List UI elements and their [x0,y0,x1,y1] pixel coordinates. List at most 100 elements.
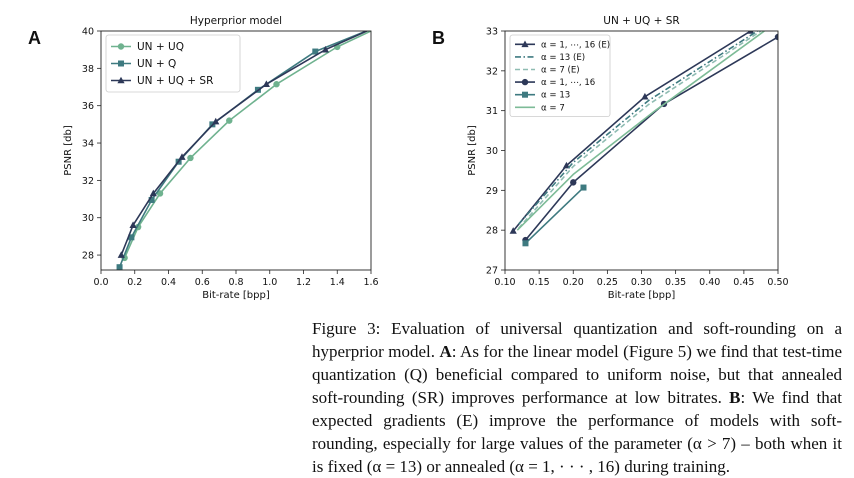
panel-letter: B [432,28,445,48]
x-tick-label: 0.6 [195,277,210,288]
legend-label: α = 13 [541,91,570,101]
series-line [120,31,369,256]
data-point [212,117,220,125]
series-line [518,31,758,225]
plot-frame [100,30,372,271]
data-point [128,234,135,241]
y-tick-label: 29 [486,186,498,197]
figure-caption: Figure 3: Evaluation of universal quanti… [312,317,842,478]
x-tick-label: 0.30 [631,277,652,288]
data-point [641,92,649,100]
legend-label: α = 7 (E) [541,66,580,76]
x-tick-label: 0.20 [563,277,584,288]
series-line [512,31,752,232]
caption-label-b: B [729,388,741,407]
legend-marker [118,60,124,67]
series-line [524,36,778,241]
y-tick-label: 30 [486,146,498,157]
plot-frame [504,30,779,271]
y-tick-label: 33 [486,27,498,38]
legend-label: α = 7 [541,103,565,113]
series-line [524,186,585,244]
legend: UN + UQ UN + Q UN + UQ + SR [105,34,241,93]
legend: α = 1, ⋯, 16 (E) α = 13 (E) α = 7 (E) α = 1… [509,34,611,117]
data-point [312,48,319,55]
x-tick-label: 0.4 [161,277,176,288]
series-group [509,31,778,247]
y-tick-label: 28 [82,251,94,262]
data-point [117,251,125,258]
x-tick-label: 0.25 [597,277,618,288]
x-tick-label: 0.45 [733,277,754,288]
legend-label: UN + UQ [137,41,184,53]
y-tick-label: 31 [486,106,498,117]
x-tick-label: 1.0 [262,277,277,288]
series-line [516,31,765,231]
legend-marker [522,91,528,98]
y-tick-label: 34 [82,139,94,150]
data-point [129,221,137,228]
x-tick-label: 0.8 [228,277,243,288]
x-tick-label: 0.40 [699,277,720,288]
chart-panel-a: A Hyperprior model 0.0 0.2 0.4 0.6 0.8 1.0 1.2 1.… [28,15,379,300]
data-point [580,184,587,191]
y-tick-label: 30 [82,213,94,224]
chart-title: UN + UQ + SR [603,15,679,27]
legend-marker [521,78,529,86]
x-tick-label: 0.50 [767,277,788,288]
legend-label: α = 13 (E) [541,53,585,63]
y-tick-label: 38 [82,64,94,75]
data-point [148,196,155,203]
legend-label: α = 1, ⋯, 16 (E) [541,40,610,50]
x-tick-label: 0.35 [665,277,686,288]
y-axis-label: PSNR [db] [467,125,478,176]
x-tick-label: 0.10 [494,277,515,288]
data-point [570,179,577,186]
y-tick-label: 27 [486,266,498,277]
legend-box [105,34,241,93]
chart-panel-b: B UN + UQ + SR 0.10 0.15 0.20 0.25 0.30 0.35 0.4… [432,15,789,300]
legend-marker [117,76,125,84]
figure: A Hyperprior model 0.0 0.2 0.4 0.6 0.8 1.0 1.2 1.… [28,15,789,300]
legend-label: α = 1, ⋯, 16 [541,78,595,88]
series-group [116,31,371,270]
caption-lead: Figure 3: Evaluation of universal quanti… [312,319,842,361]
legend-marker [521,40,529,48]
data-point [226,117,233,124]
caption-text-a: : As for the linear model (Figure 5) we … [312,342,842,407]
caption-label-a: A [439,342,452,361]
x-tick-label: 1.6 [363,277,378,288]
data-point [273,81,280,88]
x-tick-label: 1.2 [296,277,311,288]
x-axis-label: Bit-rate [bpp] [608,290,676,300]
series-line [518,31,762,229]
data-point [149,189,157,197]
data-point [116,264,123,270]
x-axis-label: Bit-rate [bpp] [202,290,270,300]
x-tick-label: 0.0 [93,277,108,288]
legend-marker [117,43,125,50]
series-line [123,31,371,259]
y-tick-label: 32 [486,66,498,77]
y-tick-label: 36 [82,101,94,112]
data-point [262,80,270,88]
x-tick-label: 0.15 [529,277,550,288]
data-point [774,33,778,41]
x-tick-label: 0.2 [127,277,142,288]
data-point [187,154,194,162]
y-tick-label: 40 [82,27,94,38]
data-point [178,153,186,160]
data-point [747,31,755,34]
data-point [509,227,517,234]
x-tick-label: 1.4 [330,277,345,288]
data-point [522,240,529,247]
legend-box [509,34,611,117]
y-axis-label: PSNR [db] [63,125,74,176]
panel-letter: A [28,28,41,48]
data-point [562,161,571,169]
legend-label: UN + UQ + SR [137,75,213,87]
legend-label: UN + Q [137,58,176,70]
data-point [321,45,330,53]
y-tick-label: 28 [486,226,498,237]
data-point [156,190,164,197]
